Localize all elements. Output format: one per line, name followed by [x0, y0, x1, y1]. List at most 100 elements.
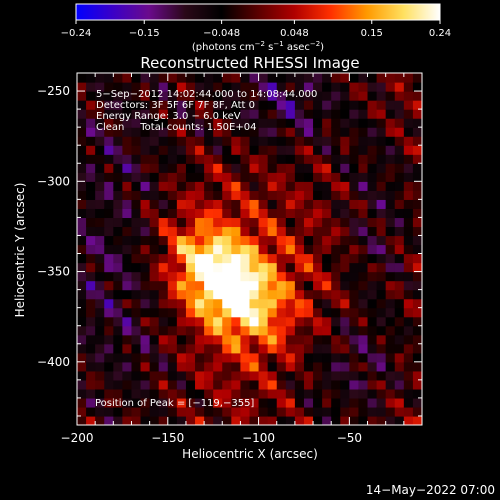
- heatmap-cell: [331, 127, 341, 137]
- heatmap-cell: [222, 352, 232, 363]
- heatmap-cell: [122, 226, 133, 237]
- heatmap-cell: [285, 208, 296, 219]
- heatmap-cell: [140, 199, 151, 209]
- heatmap-cell: [231, 190, 242, 200]
- heatmap-cell: [403, 298, 414, 309]
- heatmap-cell: [140, 343, 151, 354]
- heatmap-cell: [231, 352, 242, 363]
- heatmap-cell: [195, 289, 205, 300]
- heatmap-cell: [167, 226, 178, 237]
- heatmap-cell: [77, 262, 87, 273]
- heatmap-cell: [131, 118, 142, 128]
- heatmap-cell: [322, 307, 332, 318]
- heatmap-cell: [158, 298, 169, 309]
- heatmap-cell: [131, 289, 142, 300]
- heatmap-cell: [249, 334, 260, 345]
- heatmap-cell: [185, 289, 196, 300]
- heatmap-cell: [403, 109, 414, 119]
- heatmap-cell: [294, 145, 305, 155]
- heatmap-cell: [185, 136, 196, 146]
- heatmap-cell: [403, 172, 414, 182]
- heatmap-cell: [394, 316, 405, 327]
- heatmap-cell: [394, 280, 405, 291]
- heatmap-cell: [394, 73, 405, 83]
- heatmap-cell: [231, 379, 242, 390]
- heatmap-cell: [158, 271, 169, 282]
- heatmap-cell: [240, 127, 251, 137]
- heatmap-cell: [313, 235, 323, 246]
- heatmap-cell: [95, 235, 105, 246]
- heatmap-cell: [131, 262, 142, 273]
- heatmap-cell: [322, 253, 332, 264]
- heatmap-cell: [185, 82, 196, 92]
- heatmap-cell: [267, 208, 278, 219]
- heatmap-cell: [176, 289, 187, 300]
- heatmap-cell: [185, 181, 196, 191]
- heatmap-cell: [195, 91, 205, 101]
- heatmap-cell: [403, 136, 414, 146]
- heatmap-cell: [176, 280, 187, 291]
- heatmap-cell: [122, 208, 133, 219]
- heatmap-cell: [195, 379, 205, 390]
- heatmap-cell: [86, 163, 96, 173]
- heatmap-cell: [86, 181, 96, 191]
- heatmap-cell: [122, 289, 133, 300]
- heatmap-cell: [149, 280, 160, 291]
- heatmap-cell: [258, 91, 269, 101]
- heatmap-cell: [195, 163, 205, 173]
- footer-timestamp: 14−May−2022 07:00: [366, 483, 495, 497]
- heatmap-cell: [285, 190, 296, 200]
- heatmap-cell: [231, 217, 242, 228]
- heatmap-cell: [240, 172, 251, 182]
- heatmap-cell: [412, 379, 422, 390]
- heatmap-cell: [149, 325, 160, 336]
- heatmap-cell: [149, 226, 160, 237]
- y-axis: −250−300−350−400: [37, 72, 422, 417]
- heatmap-cell: [394, 199, 405, 209]
- heatmap-cell: [131, 307, 142, 318]
- heatmap-cell: [204, 406, 214, 417]
- heatmap-cell: [249, 100, 260, 110]
- heatmap-cell: [303, 334, 314, 345]
- heatmap-cell: [276, 370, 287, 381]
- heatmap-cell: [95, 118, 105, 128]
- heatmap-cell: [195, 253, 205, 264]
- heatmap-cell: [122, 73, 133, 83]
- heatmap-cell: [158, 343, 169, 354]
- heatmap-cell: [77, 271, 87, 282]
- heatmap-cell: [367, 316, 378, 327]
- annotation-energy: Energy Range: 3.0 − 6.0 keV: [96, 111, 241, 122]
- heatmap-cell: [267, 280, 278, 291]
- heatmap-cell: [195, 415, 205, 425]
- heatmap-cell: [322, 271, 332, 282]
- heatmap-cell: [367, 136, 378, 146]
- heatmap-cell: [77, 118, 87, 128]
- heatmap-cell: [213, 352, 223, 363]
- heatmap-cell: [349, 190, 360, 200]
- heatmap-cell: [167, 235, 178, 246]
- heatmap-cell: [376, 91, 387, 101]
- heatmap-cell: [403, 217, 414, 228]
- heatmap-cell: [285, 289, 296, 300]
- heatmap-cell: [412, 289, 422, 300]
- heatmap-cell: [204, 163, 214, 173]
- heatmap-cell: [267, 370, 278, 381]
- heatmap-cell: [240, 397, 251, 408]
- heatmap-cell: [167, 82, 178, 92]
- heatmap-cell: [185, 118, 196, 128]
- heatmap-cell: [95, 262, 105, 273]
- heatmap-cell: [213, 181, 223, 191]
- heatmap-cell: [313, 289, 323, 300]
- heatmap-cell: [249, 352, 260, 363]
- colorbar-ticks: −0.24 −0.15 −0.048 0.048 0.15 0.24: [61, 20, 451, 39]
- heatmap-cell: [394, 289, 405, 300]
- heatmap-cell: [285, 352, 296, 363]
- heatmap-cell: [294, 82, 305, 92]
- heatmap-cell: [231, 397, 242, 408]
- heatmap-cell: [131, 361, 142, 372]
- heatmap-cell: [176, 91, 187, 101]
- heatmap-cell: [394, 352, 405, 363]
- heatmap-cell: [276, 235, 287, 246]
- heatmap-cell: [340, 226, 350, 237]
- heatmap-cell: [140, 298, 151, 309]
